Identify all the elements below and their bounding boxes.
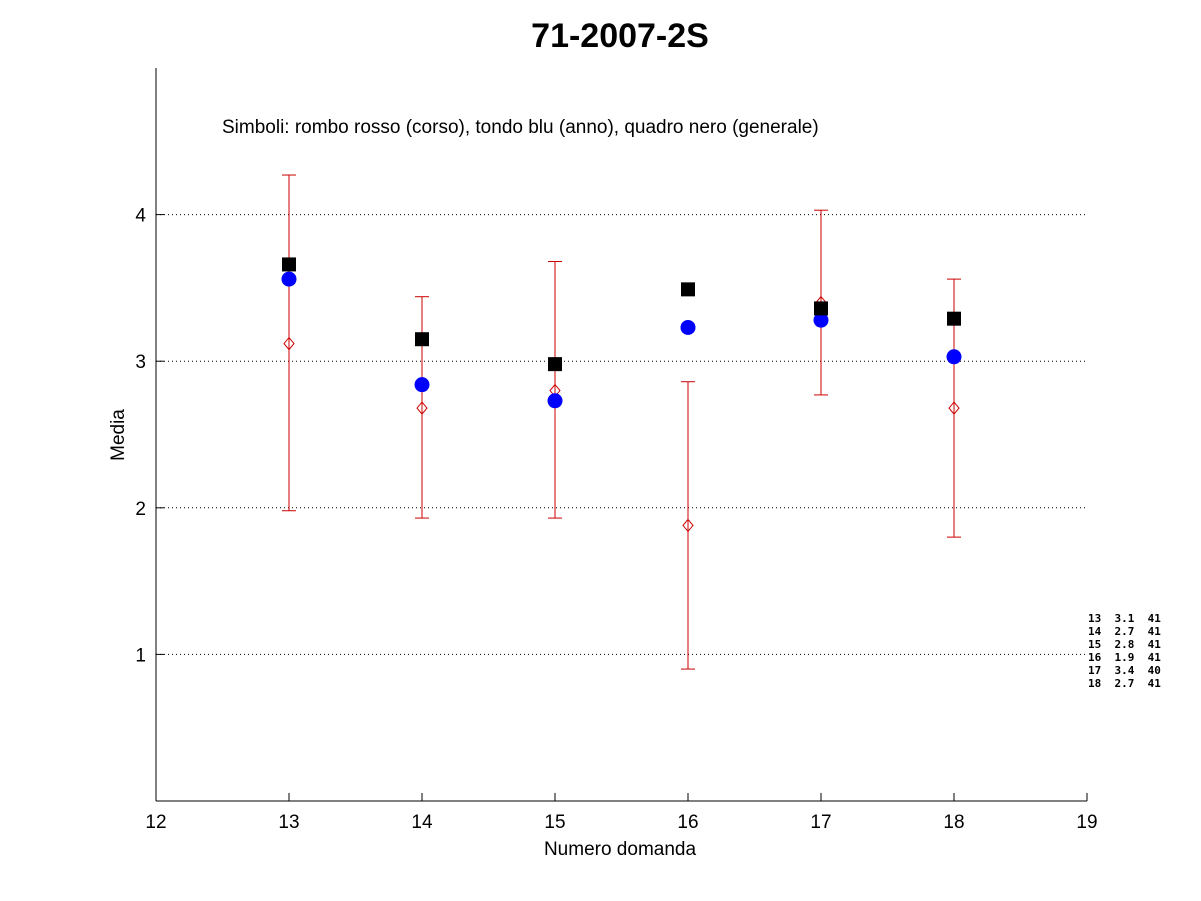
x-tick-label: 16 (677, 812, 698, 833)
circle-marker (281, 271, 297, 287)
x-tick-label: 13 (278, 812, 299, 833)
x-tick-label: 19 (1076, 812, 1097, 833)
y-tick-label: 1 (135, 645, 146, 666)
x-tick-label: 17 (810, 812, 831, 833)
x-tick-label: 12 (145, 812, 166, 833)
circle-marker (813, 312, 829, 328)
circle-marker (946, 349, 962, 365)
diamond-marker (948, 401, 960, 415)
diamond-marker (682, 518, 694, 533)
y-tick-label: 4 (135, 206, 146, 227)
side-table-row: 16 1.9 41 (1088, 651, 1161, 664)
y-tick-label: 3 (135, 352, 146, 373)
side-table-row: 13 3.1 41 (1088, 612, 1161, 625)
diamond-marker (283, 336, 295, 351)
circle-marker (547, 393, 563, 409)
x-tick-label: 14 (411, 812, 433, 833)
error-bars (282, 174, 961, 670)
side-table-row: 15 2.8 41 (1088, 638, 1161, 651)
side-table-row: 18 2.7 41 (1088, 677, 1161, 690)
square-marker (415, 332, 429, 347)
square-marker (282, 257, 296, 272)
circle-marker (414, 377, 430, 393)
symbols-annotation: Simboli: rombo rosso (corso), tondo blu … (222, 117, 819, 138)
y-axis-label: Media (108, 409, 129, 461)
circle-marker (680, 319, 696, 335)
square-marker (681, 282, 695, 297)
x-axis-label: Numero domanda (544, 839, 697, 860)
x-tick-label: 18 (943, 812, 964, 833)
square-marker (947, 311, 961, 326)
square-marker (548, 357, 562, 372)
y-tick-label: 2 (135, 499, 146, 520)
square-marker (814, 301, 828, 316)
side-table-row: 14 2.7 41 (1088, 625, 1161, 638)
side-table-row: 17 3.4 40 (1088, 664, 1161, 677)
data-markers (281, 257, 962, 533)
diamond-marker (416, 401, 428, 415)
chart-title: 71-2007-2S (531, 17, 709, 55)
x-tick-label: 15 (544, 812, 565, 833)
